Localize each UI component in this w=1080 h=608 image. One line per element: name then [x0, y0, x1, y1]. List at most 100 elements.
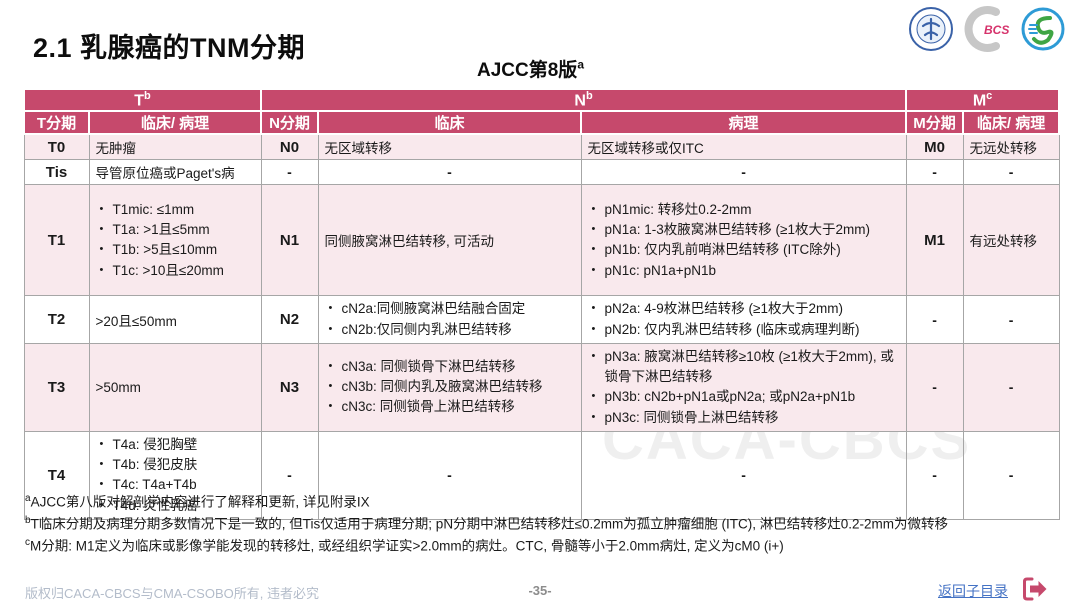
criteria-item: pN1a: 1-3枚腋窝淋巴结转移 (≥1枚大于2mm)	[590, 220, 902, 240]
empty-dash-cell: -	[962, 295, 1060, 344]
empty-dash-cell: -	[317, 430, 582, 520]
table-row: T4T4a: 侵犯胸壁T4b: 侵犯皮肤T4c: T4a+T4bT4d: 炎性乳…	[23, 430, 1060, 520]
table-row: Tis 导管原位癌或Paget's病 - - - - -	[23, 159, 1060, 186]
criteria-item: T4b: 侵犯皮肤	[98, 455, 257, 475]
description-cell: 无肿瘤	[88, 133, 262, 161]
criteria-item: pN1c: pN1a+pN1b	[590, 261, 902, 281]
stage-cell: N0	[260, 133, 319, 161]
column-header: N分期	[260, 110, 320, 136]
empty-dash-cell: -	[580, 159, 907, 186]
stage-cell: T2	[23, 295, 90, 344]
criteria-list-cell: cN3a: 同侧锁骨下淋巴结转移cN3b: 同侧内乳及腋窝淋巴结转移cN3c: …	[317, 342, 582, 432]
empty-dash-cell: -	[580, 430, 907, 520]
criteria-item: cN3c: 同侧锁骨上淋巴结转移	[327, 397, 577, 417]
stage-cell: T0	[23, 133, 90, 161]
criteria-item: pN3a: 腋窝淋巴结转移≥10枚 (≥1枚大于2mm), 或锁骨下淋巴结转移	[590, 347, 902, 388]
column-header: 临床	[317, 110, 583, 136]
table-body: T0 无肿瘤 N0 无区域转移 无区域转移或仅ITC M0 无远处转移 Tis 导管原位癌或Pa…	[23, 133, 1060, 520]
stage-cell: Tis	[23, 159, 90, 186]
table-row: T0 无肿瘤 N0 无区域转移 无区域转移或仅ITC M0 无远处转移	[23, 133, 1060, 161]
criteria-item: T4a: 侵犯胸壁	[98, 435, 257, 455]
csobo-logo	[1021, 7, 1065, 51]
footnote: cM分期: M1定义为临床或影像学能发现的转移灶, 或经组织学证实>2.0mm的…	[25, 537, 784, 554]
empty-dash-cell: -	[317, 159, 582, 186]
logo-group: BCS	[908, 6, 1066, 52]
table-caption: AJCC第8版a	[477, 55, 584, 82]
empty-dash-cell: -	[905, 295, 964, 344]
criteria-item: cN3b: 同侧内乳及腋窝淋巴结转移	[327, 377, 577, 397]
footnote: aAJCC第八版对解剖学内容进行了解释和更新, 详见附录IX	[25, 493, 370, 510]
criteria-list-cell: cN2a:同侧腋窝淋巴结融合固定cN2b:仅同侧内乳淋巴结转移	[317, 295, 582, 344]
criteria-item: T4d: 炎性乳癌	[98, 496, 257, 516]
table-caption-footnote-marker: a	[577, 57, 584, 72]
description-cell: 同侧腋窝淋巴结转移, 可活动	[317, 184, 582, 297]
page-number: -35-	[528, 583, 552, 598]
criteria-item: pN2b: 仅内乳淋巴结转移 (临床或病理判断)	[590, 320, 902, 340]
description-cell: >20且≤50mm	[88, 295, 262, 344]
page-title: 2.1 乳腺癌的TNM分期	[33, 33, 306, 63]
stage-cell: T3	[23, 342, 90, 432]
column-header: 病理	[580, 110, 908, 136]
criteria-list-cell: T4a: 侵犯胸壁T4b: 侵犯皮肤T4c: T4a+T4bT4d: 炎性乳癌	[88, 430, 262, 520]
group-header-M: Mc	[905, 87, 1061, 113]
criteria-item: pN2a: 4-9枚淋巴结转移 (≥1枚大于2mm)	[590, 299, 902, 319]
description-cell: 导管原位癌或Paget's病	[88, 159, 262, 186]
criteria-list-cell: pN2a: 4-9枚淋巴结转移 (≥1枚大于2mm)pN2b: 仅内乳淋巴结转移…	[580, 295, 907, 344]
column-header: M分期	[905, 110, 965, 136]
description-cell: 无区域转移	[317, 133, 582, 161]
description-cell: >50mm	[88, 342, 262, 432]
table-row: T3>50mmN3cN3a: 同侧锁骨下淋巴结转移cN3b: 同侧内乳及腋窝淋巴…	[23, 342, 1060, 432]
criteria-item: T1mic: ≤1mm	[98, 200, 257, 220]
footnote: bT临床分期及病理分期多数情况下是一致的, 但Tis仅适用于病理分期; pN分期…	[25, 515, 948, 532]
back-to-subcontents-link[interactable]: 返回子目录	[938, 583, 1008, 599]
empty-dash-cell: -	[905, 342, 964, 432]
criteria-item: cN3a: 同侧锁骨下淋巴结转移	[327, 357, 577, 377]
empty-dash-cell: -	[905, 159, 964, 186]
group-header-T: Tb	[22, 87, 263, 113]
criteria-item: T1b: >5且≤10mm	[98, 240, 257, 260]
criteria-item: T1a: >1且≤5mm	[98, 220, 257, 240]
criteria-item: T4c: T4a+T4b	[98, 475, 257, 495]
table-row: T1T1mic: ≤1mmT1a: >1且≤5mmT1b: >5且≤10mmT1…	[23, 184, 1060, 297]
table-caption-text: AJCC第8版	[477, 60, 578, 81]
svg-text:BCS: BCS	[984, 23, 1009, 37]
tnm-staging-table: Tb Nb Mc T分期 临床/ 病理 N分期 临床 病理 M分期 临床/ 病理…	[22, 87, 1061, 520]
stage-cell: M1	[905, 184, 964, 297]
description-cell: 无区域转移或仅ITC	[580, 133, 907, 161]
column-header-row: T分期 临床/ 病理 N分期 临床 病理 M分期 临床/ 病理	[23, 110, 1061, 136]
criteria-item: cN2b:仅同侧内乳淋巴结转移	[327, 320, 577, 340]
group-header-row: Tb Nb Mc	[22, 87, 1061, 113]
description-cell: 无远处转移	[962, 133, 1060, 161]
table-row: T2>20且≤50mmN2cN2a:同侧腋窝淋巴结融合固定cN2b:仅同侧内乳淋…	[23, 295, 1060, 344]
column-header: 临床/ 病理	[962, 110, 1061, 136]
empty-dash-cell: -	[962, 159, 1060, 186]
copyright-text: 版权归CACA-CBCS与CMA-CSOBO所有, 违者必究	[25, 586, 319, 601]
empty-dash-cell: -	[962, 430, 1060, 520]
caca-association-logo	[909, 7, 953, 51]
criteria-item: pN3b: cN2b+pN1a或pN2a; 或pN2a+pN1b	[590, 387, 902, 407]
bcs-logo: BCS	[964, 6, 1009, 52]
criteria-list-cell: pN1mic: 转移灶0.2-2mmpN1a: 1-3枚腋窝淋巴结转移 (≥1枚…	[580, 184, 907, 297]
column-header: 临床/ 病理	[87, 110, 263, 136]
stage-cell: M0	[905, 133, 964, 161]
description-cell: 有远处转移	[962, 184, 1060, 297]
criteria-list-cell: pN3a: 腋窝淋巴结转移≥10枚 (≥1枚大于2mm), 或锁骨下淋巴结转移p…	[580, 342, 907, 432]
stage-cell: N1	[260, 184, 319, 297]
criteria-item: pN1mic: 转移灶0.2-2mm	[590, 200, 902, 220]
criteria-item: T1c: >10且≤20mm	[98, 261, 257, 281]
empty-dash-cell: -	[962, 342, 1060, 432]
stage-cell: N2	[260, 295, 319, 344]
empty-dash-cell: -	[260, 159, 319, 186]
empty-dash-cell: -	[260, 430, 319, 520]
stage-cell: T1	[23, 184, 90, 297]
criteria-list-cell: T1mic: ≤1mmT1a: >1且≤5mmT1b: >5且≤10mmT1c:…	[88, 184, 262, 297]
column-header: T分期	[23, 110, 90, 136]
stage-cell: N3	[260, 342, 319, 432]
group-header-N: Nb	[260, 87, 908, 113]
criteria-item: pN3c: 同侧锁骨上淋巴结转移	[590, 408, 902, 428]
criteria-item: pN1b: 仅内乳前哨淋巴结转移 (ITC除外)	[590, 240, 902, 260]
footnotes: aAJCC第八版对解剖学内容进行了解释和更新, 详见附录IX bT临床分期及病理…	[25, 491, 1059, 557]
back-arrow-button[interactable]	[1020, 574, 1050, 604]
criteria-item: cN2a:同侧腋窝淋巴结融合固定	[327, 299, 577, 319]
